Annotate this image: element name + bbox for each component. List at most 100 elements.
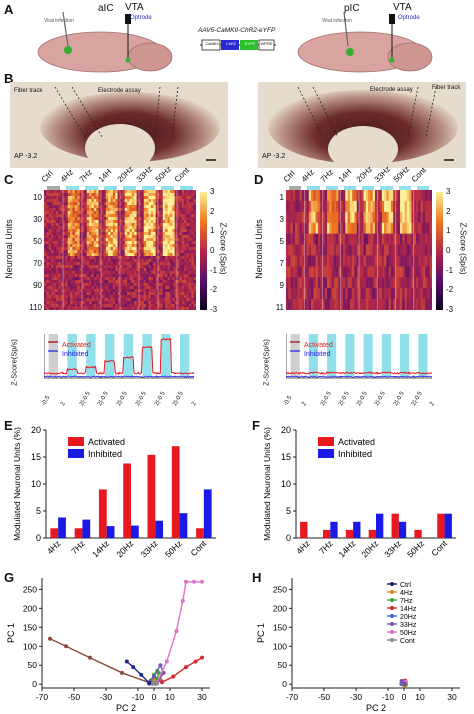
cbar-tick-3: 0 (446, 246, 451, 255)
panel-c-label: C (4, 172, 14, 187)
panel-f-label: F (252, 418, 260, 433)
panel-c-trace (44, 334, 194, 379)
cbar-tick-6: -3 (446, 305, 454, 314)
category-label-14Hz: 14Hz (336, 538, 357, 559)
panel-a-schematic (37, 11, 433, 73)
condition-label-3: 14H (96, 167, 114, 184)
ytick-label: 5 (286, 506, 291, 516)
bar-inhibited-33Hz (398, 521, 407, 538)
cbar-tick-5: -2 (210, 285, 218, 295)
bar-inhibited-14Hz (353, 521, 361, 538)
point-20Hz (152, 674, 156, 679)
point-14Hz (184, 665, 188, 670)
stim-block-2 (86, 334, 96, 376)
xtick-7: 2|-0.5 (172, 390, 186, 407)
ytick-5: 110 (29, 303, 42, 312)
bar-inhibited-Cont (444, 513, 452, 538)
ytick-label: 20 (31, 425, 41, 435)
bar-activated-7Hz (74, 528, 83, 538)
legend-marker-33Hz (390, 622, 394, 626)
fiber-track-label-left: Fiber track (14, 88, 43, 94)
xtick-label: -10 (132, 692, 145, 702)
xtick-label: 0 (152, 692, 157, 702)
panel-d-cbar-label: Z-Score (Sp/s) (458, 222, 468, 275)
stim-block-7 (418, 334, 428, 376)
panel-c-heatmap (44, 190, 196, 310)
xtick-7: 2|-0.5 (410, 390, 424, 407)
category-label-50Hz: 50Hz (405, 538, 426, 559)
point-14Hz (160, 680, 164, 685)
cbar-tick-1: 2 (446, 206, 451, 216)
bar-activated-14Hz (98, 489, 107, 538)
legend-label-activated: Activated (88, 437, 125, 447)
xtick-label: -30 (350, 692, 363, 702)
cbar-tick-6: -3 (210, 305, 218, 314)
stim-block-1 (67, 334, 77, 376)
ylabel: PC 1 (256, 623, 266, 643)
ytick-label: 15 (281, 452, 291, 462)
point-14Hz (200, 655, 204, 660)
legend-label-20Hz: 20Hz (400, 614, 417, 621)
bar-activated-Cont (196, 528, 204, 538)
cbar-tick-0: 3 (210, 187, 215, 196)
ytick-label: 200 (273, 603, 287, 613)
target-vta-label-left: VTA (125, 2, 144, 13)
panel-c-cbar-label: Z-Score (Sp/s) (218, 222, 228, 275)
panel-c-legend-activated: Activated (62, 342, 91, 349)
legend-label-inhibited: Inhibited (88, 449, 122, 459)
category-label-Cont: Cont (188, 538, 208, 558)
stim-bar-6 (398, 186, 411, 190)
ytick-2: 50 (33, 237, 42, 246)
construct-part-chr2: ChR2 (225, 41, 237, 46)
ylabel: Modulated Neuronal Units (%) (12, 427, 22, 541)
bar-inhibited-4Hz (58, 517, 66, 538)
ytick-label: 10 (31, 479, 41, 489)
bar-inhibited-20Hz (376, 513, 384, 538)
activated-trace (44, 337, 194, 376)
point-navy (139, 672, 144, 677)
point-7Hz (156, 670, 161, 675)
condition-label-0: Ctrl (39, 168, 55, 184)
panel-d-trace-ylabel: Z-Score(Sp/s) (261, 339, 271, 386)
bar-activated-50Hz (171, 446, 180, 538)
xtick-label: 0 (402, 692, 407, 702)
legend-swatch-activated (68, 437, 84, 446)
region-pic-label: pIC (344, 3, 360, 14)
bar-activated-14Hz (345, 529, 354, 538)
stim-block-1 (308, 334, 318, 376)
legend-label-inhibited: Inhibited (338, 449, 372, 459)
xtick-label: 30 (447, 692, 457, 702)
ytick-label: 0 (36, 533, 41, 543)
colorbar-gradient (200, 192, 207, 310)
bar-activated-50Hz (414, 529, 422, 538)
cbar-tick-0: 3 (446, 187, 451, 196)
ytick-label: 0 (282, 679, 287, 689)
inhibited-trace (44, 375, 194, 378)
panel-c-legend-inhibited: Inhibited (62, 351, 89, 358)
point-33Hz (64, 644, 68, 649)
condition-label-1: 4Hz (58, 167, 76, 184)
bar-inhibited-7Hz (330, 521, 338, 538)
ytick-label: 150 (273, 622, 287, 632)
panel-a-label: A (4, 2, 14, 17)
brain-right-illustration (297, 11, 433, 73)
legend-marker-14Hz (390, 606, 394, 610)
xtick-1: 2 (301, 401, 309, 407)
stim-bar-2 (85, 186, 98, 190)
ytick-label: 150 (23, 622, 37, 632)
panel-f-bar-chart: 0 5 10 15 20 Modulated Neuronal Units (%) 4Hz 7… (262, 425, 456, 559)
category-label-7Hz: 7Hz (317, 538, 335, 556)
region-aic-label: aIC (98, 3, 114, 14)
ytick-label: 250 (273, 584, 287, 594)
histology-image-left (10, 82, 228, 168)
point-33Hz (88, 655, 92, 660)
panel-c-ylabel: Neuronal Units (4, 219, 14, 279)
condition-label-0: Ctrl (281, 168, 297, 184)
panel-h-pca-plot: 0 50 100 150 200 250 -70 -50 -30 -10 0 10 30 PC 2 PC 1… (256, 578, 460, 713)
stim-bar-1 (66, 186, 79, 190)
point-50Hz (184, 579, 188, 584)
xtick-label: -50 (68, 692, 81, 702)
panel-h-label: H (252, 570, 262, 585)
xtick-3: 2|-0.5 (337, 390, 351, 407)
point-14Hz (171, 674, 176, 679)
